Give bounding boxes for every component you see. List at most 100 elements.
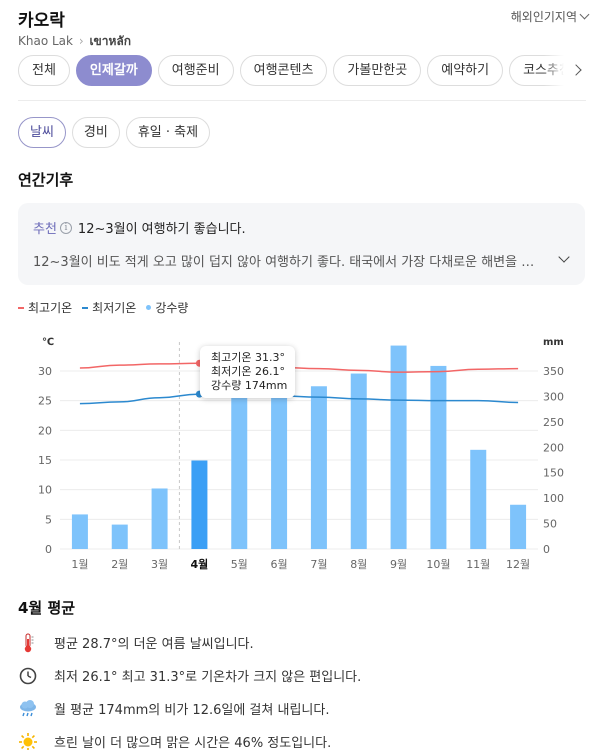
rain-bar [111, 524, 128, 549]
legend-max-label: 최고기온 [28, 301, 73, 315]
tooltip-min: 최저기온 26.1° [211, 365, 285, 378]
x-tick-label: 9월 [390, 558, 407, 571]
y-left-tick: 10 [38, 484, 52, 497]
x-tick-label: 8월 [350, 558, 367, 571]
recommendation-headline: 추천 i 12~3월이 여행하기 좋습니다. [33, 218, 246, 237]
x-tick-label: 12월 [506, 558, 530, 571]
tab-travel-content[interactable]: 여행콘텐츠 [239, 55, 328, 86]
fact-text: 평균 28.7°의 더운 여름 날씨입니다. [54, 637, 254, 652]
legend-rain-marker [146, 305, 152, 310]
fact-temperature: 평균 28.7°의 더운 여름 날씨입니다. [18, 626, 588, 659]
subtab-weather[interactable]: 날씨 [18, 117, 66, 148]
x-tick-label: 4월 [191, 557, 209, 571]
y-right-tick: 0 [543, 543, 550, 556]
legend-max-marker [18, 306, 24, 309]
page-subtitle: Khao Lak › เขาหลัก [18, 32, 131, 51]
y-right-tick: 150 [543, 467, 564, 480]
tooltip-rain: 강수량 174mm [211, 379, 288, 392]
rain-bar [310, 386, 327, 549]
fact-text: 흐린 날이 더 많으며 맑은 시간은 46% 정도입니다. [54, 736, 332, 750]
clock-icon [18, 666, 38, 686]
header: 카오락 Khao Lak › เขาหลัก 해외인기지역 [18, 6, 590, 51]
region-dropdown[interactable]: 해외인기지역 [510, 8, 590, 25]
page-title: 카오락 [18, 11, 65, 31]
recommendation-text: 12~3월이 여행하기 좋습니다. [77, 222, 246, 237]
subtitle-english: Khao Lak [18, 34, 73, 48]
subtitle-separator: › [78, 34, 84, 48]
sub-tabs: 날씨 경비 휴일 · 축제 [18, 117, 211, 148]
rain-bar [71, 514, 88, 549]
sun-icon [18, 732, 38, 750]
tab-trip-prep[interactable]: 여행준비 [157, 55, 234, 86]
rain-bar [231, 396, 248, 549]
y-left-unit: ℃ [42, 337, 54, 348]
y-left-tick: 25 [38, 395, 52, 408]
y-left-tick: 0 [45, 543, 52, 556]
rain-bar [350, 373, 367, 549]
tabs-fade [544, 55, 588, 87]
rain-bar [470, 449, 487, 549]
rain-bar [390, 345, 407, 549]
legend-item-max: 최고기온 [18, 299, 72, 316]
month-facts: 평균 28.7°의 더운 여름 날씨입니다. 최저 26.1° 최고 31.3°… [18, 626, 588, 750]
recommendation-box[interactable]: 추천 i 12~3월이 여행하기 좋습니다. 12~3월이 비도 적게 오고 많… [18, 203, 585, 285]
subtab-cost[interactable]: 경비 [71, 117, 120, 148]
tab-attractions[interactable]: 가볼만한곳 [333, 55, 422, 86]
y-right-tick: 100 [543, 492, 564, 505]
x-tick-label: 2월 [111, 558, 128, 571]
chart-legend: 최고기온 최저기온 강수량 [18, 299, 188, 316]
min-temp-line [79, 393, 519, 405]
y-right-tick: 350 [543, 365, 564, 378]
x-tick-label: 10월 [426, 558, 450, 571]
y-right-tick: 300 [543, 390, 564, 403]
legend-min-label: 최저기온 [92, 301, 137, 315]
rain-bar [430, 365, 447, 549]
x-tick-label: 11월 [466, 558, 490, 571]
divider [18, 100, 586, 101]
fact-text: 최저 26.1° 최고 31.3°로 기온차가 크지 않은 편입니다. [54, 670, 362, 685]
tab-all[interactable]: 전체 [18, 55, 70, 86]
subtitle-local-name: เขาหลัก [89, 34, 132, 48]
y-left-tick: 20 [38, 424, 52, 437]
thermometer-icon [18, 633, 38, 653]
tooltip-max: 최고기온 31.3° [211, 351, 285, 364]
tab-booking[interactable]: 예약하기 [427, 55, 504, 86]
fact-sunshine: 흐린 날이 더 많으며 맑은 시간은 46% 정도입니다. [18, 725, 588, 750]
legend-item-min: 최저기온 [82, 299, 136, 316]
y-left-tick: 15 [38, 454, 52, 467]
category-tabs: 전체 인제갈까 여행준비 여행콘텐츠 가볼만한곳 예약하기 코스추천 [18, 55, 588, 87]
subtab-holidays-festivals[interactable]: 휴일 · 축제 [125, 117, 211, 148]
fact-temperature-range: 최저 26.1° 최고 31.3°로 기온차가 크지 않은 편입니다. [18, 659, 588, 692]
section-title: 연간기후 [18, 171, 74, 189]
rain-bar [510, 504, 527, 549]
x-tick-label: 1월 [71, 558, 88, 571]
rain-cloud-icon [18, 699, 38, 719]
chevron-down-icon [579, 9, 590, 20]
x-tick-label: 7월 [310, 558, 327, 571]
max-temp-line [79, 362, 519, 373]
expand-chevron-icon[interactable] [558, 251, 570, 263]
y-right-tick: 250 [543, 416, 564, 429]
chart-tooltip: 최고기온 31.3° 최저기온 26.1° 강수량 174mm [200, 346, 295, 398]
x-tick-label: 6월 [271, 558, 288, 571]
fact-rainfall: 월 평균 174mm의 비가 12.6일에 걸쳐 내립니다. [18, 692, 588, 725]
x-tick-label: 5월 [231, 558, 248, 571]
legend-rain-label: 강수량 [155, 301, 189, 315]
month-average-title: 4월 평균 [18, 599, 76, 617]
legend-min-marker [82, 306, 89, 309]
y-right-tick: 50 [543, 518, 557, 531]
rain-bar [191, 460, 208, 549]
fact-text: 월 평균 174mm의 비가 12.6일에 걸쳐 내립니다. [54, 703, 330, 718]
tab-when-to-go[interactable]: 인제갈까 [75, 55, 152, 86]
legend-item-rain: 강수량 [146, 299, 188, 316]
y-left-tick: 30 [38, 365, 52, 378]
recommendation-tag: 추천 [33, 222, 57, 237]
region-dropdown-label: 해외인기지역 [510, 10, 577, 24]
y-right-tick: 200 [543, 441, 564, 454]
rain-bar [151, 488, 168, 549]
y-left-tick: 5 [45, 513, 52, 526]
recommendation-description: 12~3월이 비도 적게 오고 많이 덥지 않아 여행하기 좋다. 태국에서 가… [33, 255, 545, 270]
x-tick-label: 3월 [151, 558, 168, 571]
info-icon[interactable]: i [59, 221, 72, 234]
